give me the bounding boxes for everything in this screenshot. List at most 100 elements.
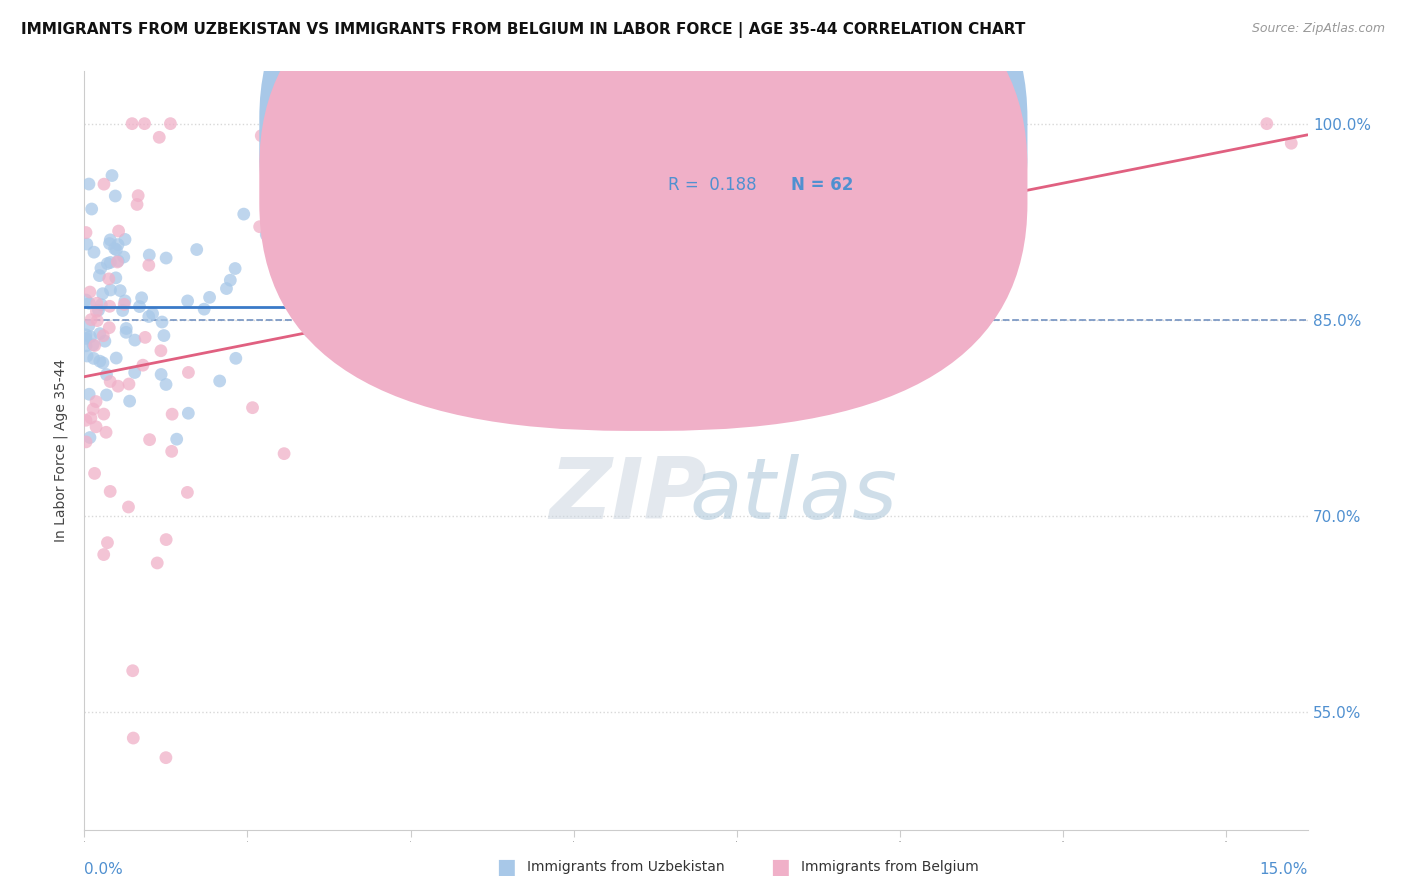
Point: [219, 273, 242, 287]
Point: [150, 315, 173, 329]
Point: [146, 556, 169, 570]
Point: [254, 227, 277, 242]
Point: [77, 387, 100, 401]
Point: [148, 130, 170, 145]
Point: [307, 330, 329, 344]
Point: [76, 349, 98, 363]
Point: [198, 290, 221, 304]
Point: [96, 535, 118, 549]
Point: [82, 402, 104, 417]
Point: [86, 296, 108, 310]
Point: [142, 307, 165, 321]
Point: [215, 281, 238, 295]
Point: [186, 243, 208, 257]
Point: [107, 379, 129, 393]
Point: [1279, 136, 1302, 151]
Point: [75, 339, 97, 353]
Point: [115, 326, 138, 340]
Point: [153, 328, 176, 343]
Point: [138, 248, 160, 262]
Point: [89, 354, 111, 368]
Point: [114, 293, 136, 308]
Point: [118, 394, 141, 409]
Point: [359, 336, 381, 351]
Point: [83, 351, 105, 366]
Point: [98, 233, 121, 247]
Point: [522, 404, 544, 418]
Point: [124, 366, 146, 380]
Point: [105, 255, 128, 269]
Point: [83, 245, 105, 260]
Point: [89, 268, 111, 283]
Point: [105, 351, 128, 365]
Point: [79, 296, 101, 310]
Point: [98, 320, 121, 334]
Point: [131, 291, 153, 305]
Point: [98, 299, 121, 313]
Point: [249, 219, 271, 234]
Point: [107, 237, 129, 252]
Point: [91, 328, 114, 343]
Point: [242, 401, 264, 415]
Point: [295, 206, 318, 220]
Point: [98, 375, 121, 389]
Text: 0.0%: 0.0%: [84, 863, 124, 877]
Point: [224, 261, 246, 276]
Point: [108, 284, 131, 298]
Point: [79, 285, 101, 299]
Point: [86, 304, 108, 318]
Point: [298, 325, 321, 339]
Point: [91, 286, 114, 301]
Point: [94, 334, 117, 348]
Point: [121, 117, 143, 131]
Point: [96, 256, 118, 270]
Point: [100, 283, 122, 297]
Y-axis label: In Labor Force | Age 35-44: In Labor Force | Age 35-44: [53, 359, 69, 542]
Point: [75, 331, 97, 345]
Point: [93, 548, 115, 562]
Point: [250, 128, 273, 143]
Point: [80, 202, 103, 216]
Text: atlas: atlas: [690, 454, 898, 538]
Text: ZIP: ZIP: [550, 454, 707, 538]
Point: [132, 358, 155, 372]
Point: [84, 419, 107, 434]
Point: [80, 312, 103, 326]
Point: [159, 117, 181, 131]
Point: [176, 293, 198, 308]
Point: [107, 224, 129, 238]
Text: N = 62: N = 62: [792, 176, 853, 194]
Point: [177, 366, 200, 380]
Text: Source: ZipAtlas.com: Source: ZipAtlas.com: [1251, 22, 1385, 36]
Point: [155, 533, 177, 547]
FancyBboxPatch shape: [259, 0, 1028, 383]
Point: [273, 447, 295, 461]
Point: [193, 302, 215, 317]
Point: [166, 432, 188, 446]
Point: [96, 368, 118, 382]
Point: [138, 310, 160, 324]
Text: R =  0.188: R = 0.188: [668, 176, 756, 194]
Text: ■: ■: [770, 857, 790, 877]
Text: R =  0.008: R = 0.008: [668, 128, 756, 146]
Point: [122, 731, 145, 745]
Point: [98, 255, 121, 269]
Point: [80, 411, 103, 425]
Point: [83, 338, 105, 352]
Point: [125, 197, 148, 211]
Point: [94, 425, 117, 440]
Point: [104, 189, 127, 203]
Point: [208, 374, 231, 388]
Point: [89, 326, 111, 341]
Point: [262, 211, 284, 226]
Point: [93, 177, 115, 191]
Point: [114, 232, 136, 246]
Point: [93, 407, 115, 421]
Point: [138, 258, 160, 272]
Point: [225, 351, 247, 366]
Point: [232, 207, 254, 221]
Point: [115, 321, 138, 335]
Point: [98, 236, 121, 251]
Text: ■: ■: [496, 857, 516, 877]
Point: [127, 188, 149, 202]
